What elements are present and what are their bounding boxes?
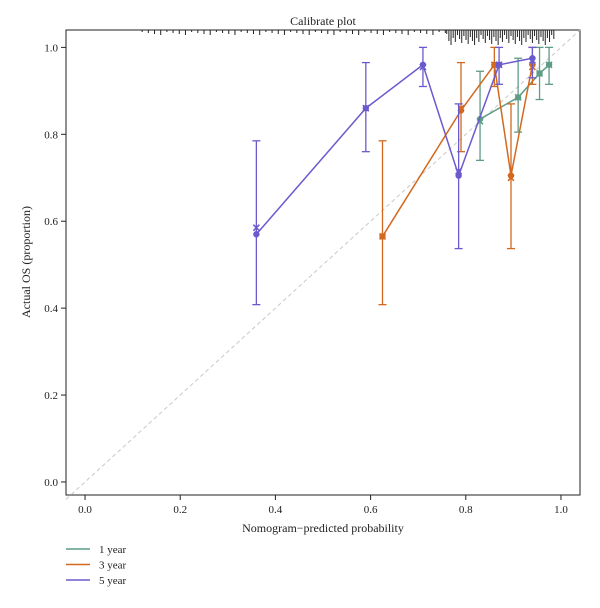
y-tick-label: 0.8	[44, 129, 58, 141]
x-tick-label: 0.4	[269, 504, 283, 516]
y-tick-label: 0.4	[44, 303, 58, 315]
x-axis-label: Nomogram−predicted probability	[242, 521, 404, 535]
rug-layer	[141, 30, 555, 45]
observed-marker	[455, 167, 463, 175]
x-tick-label: 0.8	[459, 504, 473, 516]
observed-marker	[362, 104, 370, 112]
y-tick-label: 1.0	[44, 42, 58, 54]
x-tick-label: 0.2	[173, 504, 187, 516]
legend-label: 5 year	[99, 575, 127, 587]
y-tick-label: 0.6	[44, 216, 58, 228]
chart-title: Calibrate plot	[290, 14, 356, 28]
plot-frame	[65, 29, 581, 496]
ideal-reference-line	[65, 29, 581, 500]
series-line	[255, 57, 533, 235]
observed-marker	[545, 61, 553, 69]
x-tick-label: 0.6	[364, 504, 378, 516]
x-tick-label: 0.0	[78, 504, 92, 516]
y-tick-label: 0.0	[44, 477, 58, 489]
observed-marker	[378, 232, 387, 240]
series-line	[381, 62, 534, 237]
series-layer	[252, 46, 554, 306]
legend: 1 year 3 year 5 year	[66, 544, 127, 587]
y-tick-label: 0.2	[44, 390, 58, 402]
observed-marker	[495, 61, 503, 69]
observed-marker	[507, 174, 515, 182]
observed-marker	[528, 56, 536, 64]
observed-marker	[419, 63, 427, 71]
observed-marker	[535, 69, 544, 78]
legend-label: 1 year	[99, 544, 127, 556]
axis-layer: 0.0 0.2 0.4 0.6 0.8 1.0 0.0 0.2 0.4 0.6 0.8 1.0	[44, 42, 568, 516]
data-point	[455, 172, 462, 179]
legend-label: 3 year	[99, 560, 127, 572]
reference-layer	[65, 29, 581, 500]
data-point	[253, 231, 260, 238]
series-3	[252, 46, 537, 306]
observed-marker	[514, 93, 522, 101]
observed-marker	[252, 224, 260, 232]
x-tick-label: 1.0	[554, 504, 568, 516]
y-axis-label: Actual OS (proportion)	[19, 206, 33, 318]
